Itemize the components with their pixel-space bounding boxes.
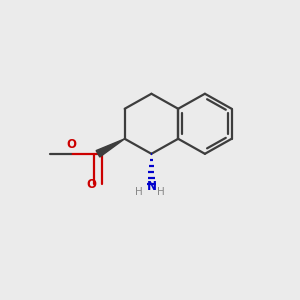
Text: H: H — [157, 187, 165, 197]
Text: H: H — [135, 187, 142, 197]
Text: N: N — [146, 180, 156, 193]
Text: O: O — [86, 178, 96, 191]
Polygon shape — [96, 139, 125, 157]
Text: O: O — [66, 138, 76, 151]
